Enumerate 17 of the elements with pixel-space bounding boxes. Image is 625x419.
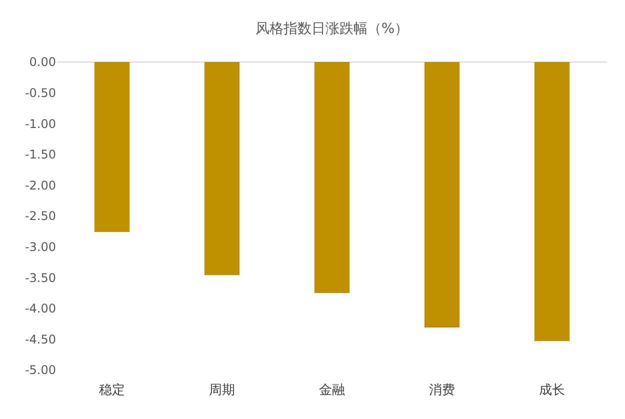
x-tick-label: 周期 xyxy=(209,383,235,398)
x-tick-label: 金融 xyxy=(319,383,345,398)
x-tick-label: 消费 xyxy=(429,383,455,398)
x-tick-label: 成长 xyxy=(539,383,565,398)
y-tick-label: -3.00 xyxy=(24,240,56,254)
y-tick-label: -5.00 xyxy=(24,363,56,378)
x-tick-label: 稳定 xyxy=(99,383,125,398)
y-tick-label: -4.00 xyxy=(24,302,56,316)
y-tick-label: 0.00 xyxy=(29,55,56,70)
y-tick-label: -3.50 xyxy=(24,270,56,285)
y-tick-label: -1.50 xyxy=(24,148,56,162)
y-tick-label: -2.50 xyxy=(24,209,56,224)
y-tick-label: -0.50 xyxy=(24,86,56,100)
y-tick-label: -2.00 xyxy=(24,178,56,192)
chart-title: 风格指数日涨跌幅（%） xyxy=(255,20,409,37)
y-tick-label: -4.50 xyxy=(24,332,56,346)
y-tick-label: -1.00 xyxy=(24,116,56,131)
